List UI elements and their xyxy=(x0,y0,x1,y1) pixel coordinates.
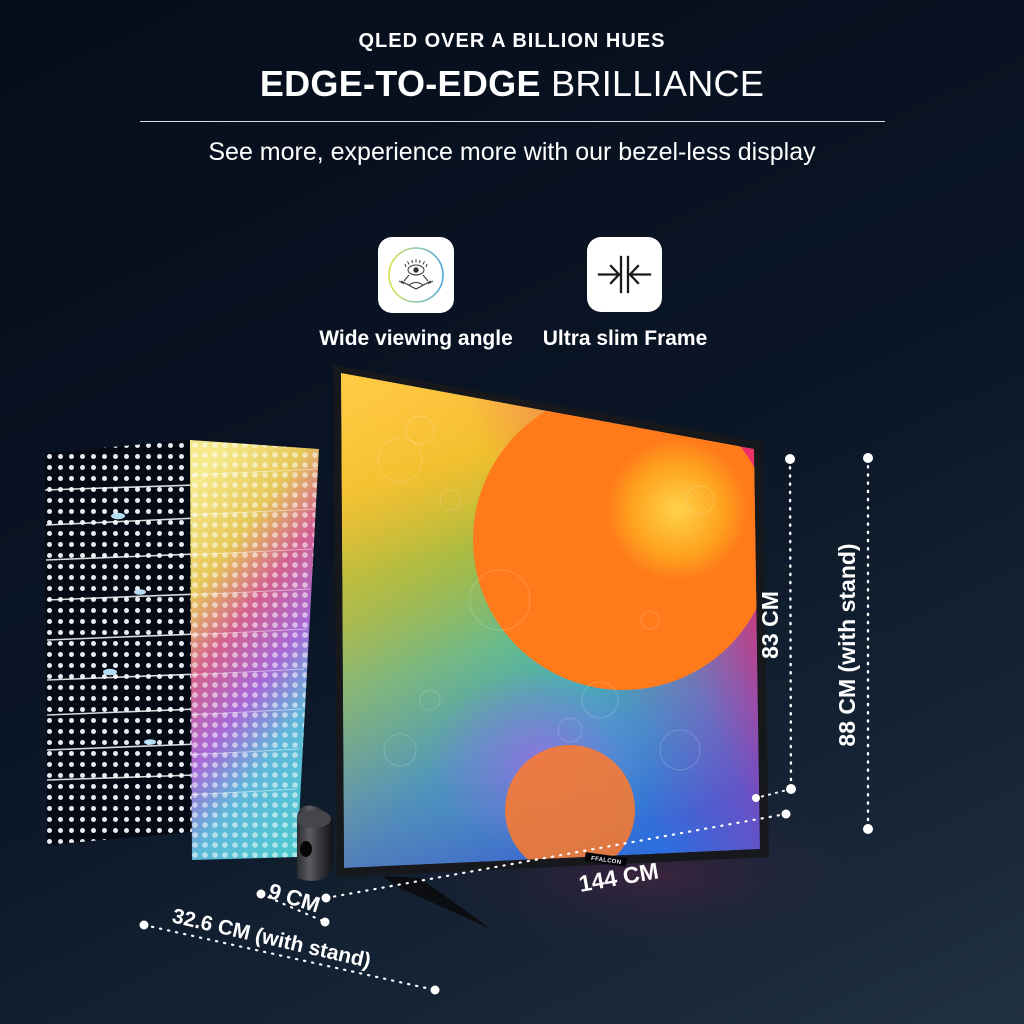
svg-text:9 CM: 9 CM xyxy=(265,878,323,917)
svg-text:88 CM (with stand): 88 CM (with stand) xyxy=(834,543,860,746)
svg-text:83 CM: 83 CM xyxy=(757,591,783,659)
